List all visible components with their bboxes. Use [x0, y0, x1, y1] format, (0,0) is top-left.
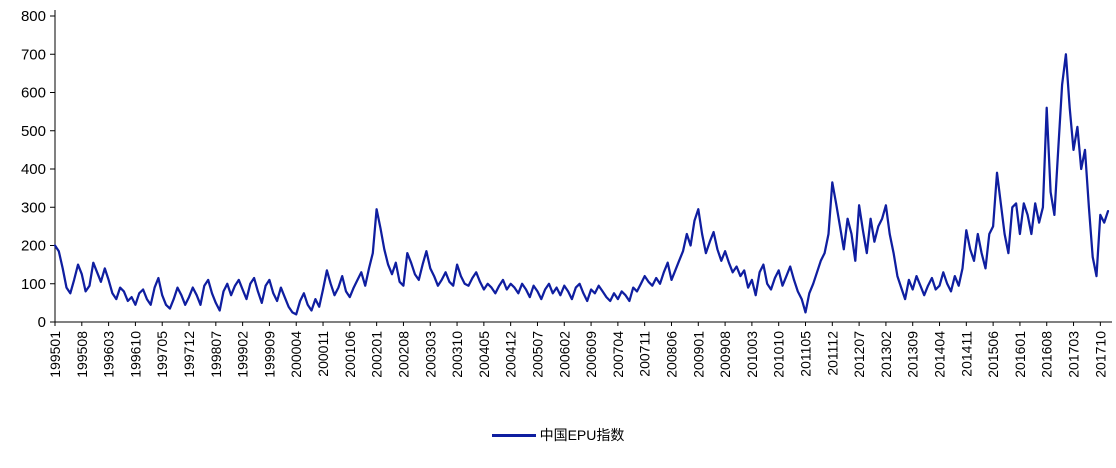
x-axis-tick-label: 200201 [369, 331, 385, 378]
legend-label: 中国EPU指数 [539, 427, 625, 443]
x-axis-tick-label: 201710 [1092, 331, 1108, 378]
x-axis-tick-label: 201010 [771, 331, 787, 378]
y-axis-tick-label: 600 [21, 85, 46, 102]
y-axis-tick-label: 500 [21, 123, 46, 140]
x-axis-tick-label: 199712 [181, 331, 197, 378]
x-axis-tick-label: 200507 [529, 331, 545, 378]
x-axis-tick-label: 201601 [1012, 331, 1028, 378]
x-axis-tick-label: 199501 [47, 331, 63, 378]
y-axis-tick-label: 100 [21, 276, 46, 293]
x-axis-tick-label: 201309 [905, 331, 921, 378]
x-axis-tick-label: 201404 [932, 331, 948, 378]
y-axis-tick-label: 200 [21, 238, 46, 255]
x-axis-tick-label: 200208 [395, 331, 411, 378]
legend-line [491, 433, 536, 437]
x-axis-tick-label: 201105 [798, 331, 814, 377]
chart-legend: 中国EPU指数 [0, 425, 1116, 445]
x-axis-tick-label: 200004 [288, 331, 304, 378]
y-axis-tick-label: 700 [21, 46, 46, 63]
x-axis-tick-label: 199610 [127, 331, 143, 378]
epu-series-line [53, 53, 1110, 316]
x-axis-tick-label: 201003 [744, 331, 760, 378]
x-axis-tick-label: 199705 [154, 331, 170, 378]
epu-chart-svg: 0 100 200 300 400 500 600 700 800 199501 199508 199… [21, 8, 1112, 378]
x-axis-tick-label: 199909 [261, 331, 277, 378]
y-axis-tick-label: 0 [38, 314, 46, 331]
x-axis-tick-label: 200310 [449, 331, 465, 378]
x-axis-tick-label: 200303 [422, 331, 438, 378]
x-axis-tick-label: 199807 [208, 331, 224, 378]
x-axis-tick-label: 200609 [583, 331, 599, 378]
y-axis-tick-label: 300 [21, 199, 46, 216]
x-axis-tick-label: 201302 [878, 331, 894, 378]
x-axis-tick-label: 201112 [824, 331, 840, 376]
x-axis-tick-label: 200412 [503, 331, 519, 378]
x-axis-tick-label: 201207 [851, 331, 867, 378]
x-axis-tick-label: 199508 [74, 331, 90, 378]
x-axis-tick-label: 201608 [1039, 331, 1055, 378]
x-axis-tick-label: 200806 [663, 331, 679, 378]
x-axis-tick-label: 200901 [690, 331, 706, 378]
x-axis-tick-label: 200711 [637, 331, 653, 377]
x-axis-tick-label: 200602 [556, 331, 572, 378]
y-axis-tick-label: 800 [21, 8, 46, 25]
x-axis-tick-label: 200704 [610, 331, 626, 378]
y-axis-tick-label: 400 [21, 161, 46, 178]
x-axis-tick-label: 200405 [476, 331, 492, 378]
x-axis-tick-label: 201703 [1066, 331, 1082, 378]
x-axis-tick-label: 199603 [101, 331, 117, 378]
x-axis-tick-label: 201411 [958, 331, 974, 377]
x-axis-tick-label: 200011 [315, 331, 331, 377]
x-axis-tick-label: 201506 [985, 331, 1001, 378]
x-axis-tick-label: 200908 [717, 331, 733, 378]
x-axis-tick-label: 199902 [235, 331, 251, 378]
x-axis-tick-label: 200106 [342, 331, 358, 378]
